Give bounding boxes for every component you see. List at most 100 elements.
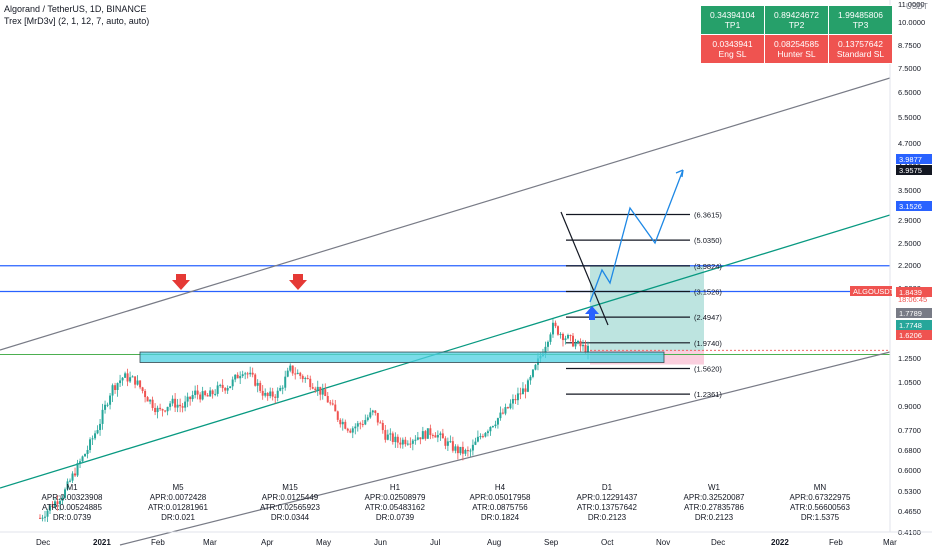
price-badge-label: 1.6206 [899, 331, 922, 340]
candle-body [571, 335, 574, 347]
candle-body [159, 407, 162, 410]
candle-body [131, 376, 134, 378]
price-badge-label: 3.9575 [899, 166, 922, 175]
candle-body [429, 428, 432, 436]
timeframe-stat: DR:0.2123 [695, 513, 734, 522]
price-tick: 0.6000 [898, 466, 921, 475]
candle-body [454, 446, 457, 451]
candle-body [521, 388, 524, 395]
candle-body [366, 417, 369, 421]
timeframe-stat: DR:0.0344 [271, 513, 310, 522]
timeframe-stat: M5 [172, 483, 184, 492]
candle-body [566, 335, 569, 339]
candle-body [44, 516, 47, 518]
candle-body [64, 489, 67, 498]
candle-body [69, 480, 72, 482]
candle-body [451, 441, 454, 451]
fib-level-label: (5.0350) [694, 236, 722, 245]
candle-body [164, 410, 167, 412]
candle-body [236, 374, 239, 379]
candle-body [206, 395, 209, 397]
candle-body [484, 433, 487, 437]
price-tick: 6.5000 [898, 88, 921, 97]
time-tick: Dec [711, 538, 725, 547]
candle-body [46, 510, 49, 517]
candle-body [414, 439, 417, 441]
candle-body [506, 407, 509, 409]
candle-body [564, 338, 567, 341]
candle-body [384, 430, 387, 440]
candle-body [516, 393, 519, 401]
price-tick: 5.5000 [898, 113, 921, 122]
candle-body [439, 433, 442, 435]
targets-table: 0.34394104 TP1 0.89424672 TP2 1.99485806 TP… [700, 5, 893, 64]
candle-body [279, 387, 282, 391]
candle-body [244, 373, 247, 375]
price-badge-label: 1.7789 [899, 309, 922, 318]
candle-body [86, 450, 89, 455]
candle-body [419, 437, 422, 440]
candle-body [99, 423, 102, 431]
candle-body [109, 395, 112, 405]
price-badge [896, 201, 932, 211]
candle-body [89, 439, 92, 451]
candle-body [559, 333, 562, 335]
candle-body [126, 373, 129, 382]
indicator-label: Trex [MrD3v] (2, 1, 12, 7, auto, auto) [4, 16, 150, 26]
candle-body [141, 387, 144, 391]
time-tick: Oct [601, 538, 614, 547]
candle-body [356, 423, 359, 427]
candle-body [371, 410, 374, 413]
candle-body [474, 441, 477, 445]
candle-body [389, 433, 392, 435]
candle-body [116, 383, 119, 390]
candle-body [71, 473, 74, 481]
candle-body [234, 374, 237, 380]
candle-body [331, 403, 334, 405]
candle-body [239, 376, 242, 379]
candle-body [304, 378, 307, 380]
timeframe-stat: ATR:0.05483162 [365, 503, 425, 512]
candle-body [229, 386, 232, 389]
candle-body [344, 421, 347, 429]
price-tick: 11.0000 [898, 0, 925, 9]
candle-body [391, 433, 394, 443]
candle-body [431, 435, 434, 437]
candle-body [471, 444, 474, 451]
price-tick: 0.9000 [898, 402, 921, 411]
candle-body [296, 372, 299, 374]
sell-arrow-icon [172, 274, 190, 290]
timeframe-stat: ATR:0.0875756 [472, 503, 528, 512]
candle-body [61, 497, 64, 501]
time-tick: 2021 [93, 538, 111, 547]
price-tick: 2.2000 [898, 261, 921, 270]
time-tick: Nov [656, 538, 670, 547]
candle-body [534, 364, 537, 370]
price-tick: 1.0500 [898, 378, 921, 387]
sl-cell: 0.0343941 Eng SL [700, 34, 765, 64]
candle-body [246, 373, 249, 375]
candle-body [346, 428, 349, 431]
candle-body [84, 454, 87, 457]
time-tick: Jun [374, 538, 387, 547]
candle-body [479, 436, 482, 438]
fib-level-label: (6.3615) [694, 211, 722, 220]
candle-body [316, 386, 319, 390]
candle-body [224, 388, 227, 391]
price-tick: 2.5000 [898, 239, 921, 248]
timeframe-stat: ATR:0.13757642 [577, 503, 637, 512]
candle-body [556, 326, 559, 335]
candle-body [324, 389, 327, 397]
price-tick: 0.5300 [898, 487, 921, 496]
candle-body [39, 517, 41, 519]
sell-arrow-icon [289, 274, 307, 290]
candle-body [151, 399, 154, 408]
price-badge [896, 330, 932, 340]
price-badge-label: 1.8439 [899, 288, 922, 297]
price-badge [850, 286, 892, 296]
candle-body [134, 376, 137, 385]
candle-body [561, 333, 564, 341]
price-tick: 2.9000 [898, 216, 921, 225]
candle-body [51, 505, 54, 508]
